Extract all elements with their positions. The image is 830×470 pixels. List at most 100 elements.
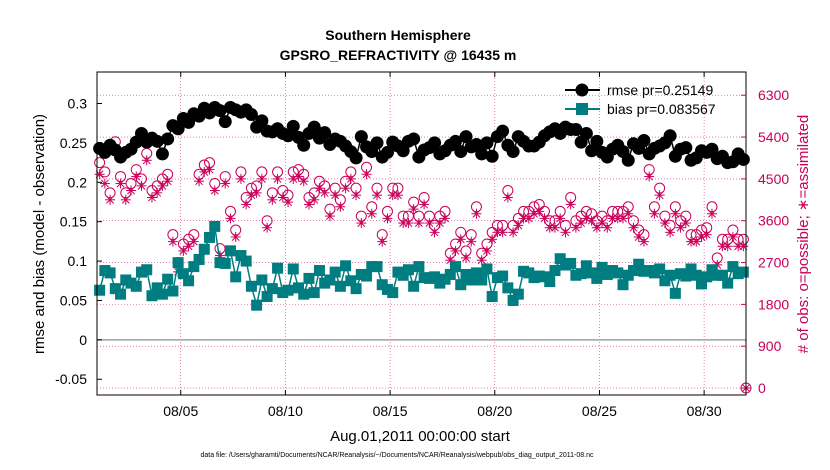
obs-assimilated-point xyxy=(460,252,471,263)
obs-assimilated-point xyxy=(188,236,199,247)
rmse-point xyxy=(736,152,750,166)
bias-point xyxy=(612,267,624,279)
obs-assimilated-point xyxy=(340,183,351,194)
y-tick-label: 0 xyxy=(79,332,87,348)
obs-assimilated-point xyxy=(324,211,335,222)
bias-point xyxy=(727,261,739,273)
bias-point xyxy=(219,257,231,269)
y-tick-label: 0.25 xyxy=(60,135,87,151)
bias-point xyxy=(455,279,467,291)
bias-point xyxy=(596,261,608,273)
obs-assimilated-point xyxy=(256,173,267,184)
obs-assimilated-point xyxy=(738,241,749,252)
bias-point xyxy=(204,231,216,243)
obs-assimilated-point xyxy=(502,192,513,203)
bias-point xyxy=(209,220,221,232)
rmse-point xyxy=(428,136,442,150)
asterisk-stroke xyxy=(367,209,376,218)
obs-assimilated-point xyxy=(120,194,131,205)
asterisk-stroke xyxy=(373,191,381,200)
asterisk-stroke xyxy=(650,209,659,218)
obs-assimilated-point xyxy=(162,176,173,187)
obs-assimilated-point xyxy=(602,222,613,233)
bias-point xyxy=(685,263,697,275)
bias-point xyxy=(240,255,252,267)
obs-assimilated-point xyxy=(136,180,147,191)
rmse-point xyxy=(307,120,321,134)
rmse-point xyxy=(354,130,368,144)
bias-point xyxy=(198,243,210,255)
obs-assimilated-point xyxy=(508,227,519,238)
plot-area-frame xyxy=(96,71,747,396)
rmse-point xyxy=(496,124,510,138)
obs-assimilated-point xyxy=(429,227,440,238)
bias-point xyxy=(669,287,681,299)
chart-title: Southern Hemisphere xyxy=(325,27,471,43)
bias-point xyxy=(251,299,263,311)
bias-point xyxy=(737,266,749,278)
obs-assimilated-point xyxy=(220,178,231,189)
bias-point xyxy=(701,271,713,283)
bias-point xyxy=(554,253,566,265)
obs-assimilated-point xyxy=(115,178,126,189)
bias-point xyxy=(104,267,116,279)
asterisk-stroke xyxy=(106,195,115,204)
asterisk-stroke xyxy=(362,170,371,179)
asterisk-stroke xyxy=(127,186,135,195)
asterisk-stroke xyxy=(315,184,324,193)
y-tick-label: 0.2 xyxy=(68,174,88,190)
rmse-point xyxy=(506,145,520,159)
rmse-point xyxy=(396,144,410,158)
bias-point xyxy=(361,270,373,282)
bias-series xyxy=(94,220,749,311)
obs-assimilated-point xyxy=(230,231,241,242)
bias-point xyxy=(313,265,325,277)
bias-point xyxy=(444,268,456,280)
asterisk-stroke xyxy=(142,156,151,165)
obs-assimilated-point xyxy=(680,218,691,229)
asterisk-stroke xyxy=(551,223,559,232)
bias-point xyxy=(188,261,200,273)
rmse-point xyxy=(485,149,499,163)
y-axis-right: 0 900 1800 2700 3600 4500 5400 6300 xyxy=(741,87,789,396)
bias-point xyxy=(591,272,603,284)
obs-assimilated-point xyxy=(565,199,576,210)
obs-assimilated-point xyxy=(670,208,681,219)
rmse-point xyxy=(469,137,483,151)
asterisk-stroke xyxy=(263,223,272,232)
asterisk-stroke xyxy=(352,191,361,200)
bias-point xyxy=(167,285,179,297)
bias-point xyxy=(450,261,462,273)
obs-assimilated-point xyxy=(377,236,388,247)
asterisk-stroke xyxy=(420,200,429,209)
y-right-tick-label: 3600 xyxy=(758,213,789,229)
obs-assimilated-point xyxy=(392,190,403,201)
obs-assimilated-point xyxy=(539,213,550,224)
data-file-footer: data file: /Users/gharamti/Documents/NCA… xyxy=(200,452,594,459)
obs-assimilated-point xyxy=(351,190,362,201)
obs-assimilated-point xyxy=(146,192,157,203)
obs-possible-point xyxy=(99,166,111,178)
obs-assimilated-point xyxy=(356,218,367,229)
bias-point xyxy=(549,265,561,277)
obs-assimilated-point xyxy=(194,176,205,187)
rmse-point xyxy=(449,134,463,148)
bias-point xyxy=(617,279,629,291)
obs-assimilated-point xyxy=(419,199,430,210)
asterisk-stroke xyxy=(488,235,497,244)
asterisk-stroke xyxy=(226,214,235,223)
bias-point xyxy=(544,276,556,288)
asterisk-stroke xyxy=(681,219,690,227)
asterisk-stroke xyxy=(252,188,261,197)
rmse-point xyxy=(621,153,635,167)
rmse-point xyxy=(585,144,599,158)
asterisk-stroke xyxy=(132,172,141,181)
obs-assimilated-point xyxy=(649,208,660,219)
obs-assimilated-point xyxy=(167,236,178,247)
x-axis: 08/05 08/10 08/15 08/20 08/25 08/30 xyxy=(163,72,722,419)
obs-assimilated-point xyxy=(209,185,220,196)
asterisk-stroke xyxy=(446,256,455,265)
bias-point xyxy=(177,268,189,280)
asterisk-stroke xyxy=(121,195,130,204)
y-right-tick-label: 2700 xyxy=(758,255,789,271)
